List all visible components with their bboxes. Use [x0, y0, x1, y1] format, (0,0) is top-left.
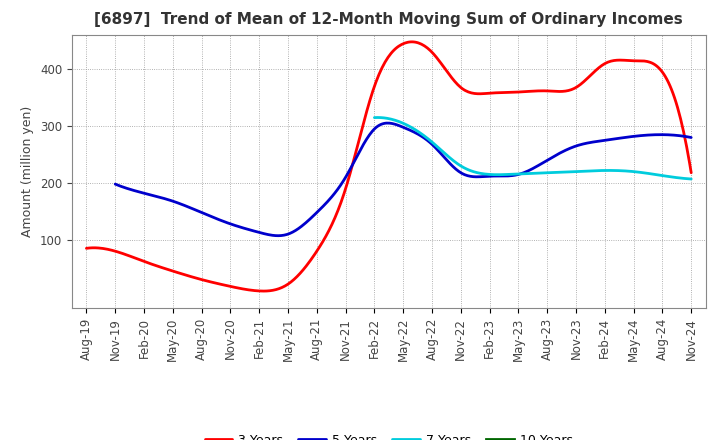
Y-axis label: Amount (million yen): Amount (million yen) — [22, 106, 35, 237]
5 Years — [341, 176, 349, 181]
7 Years — [601, 168, 610, 173]
5 Years — [111, 181, 120, 187]
3 Years — [323, 231, 332, 236]
5 Years — [687, 135, 696, 140]
5 Years — [532, 164, 541, 169]
7 Years — [474, 170, 482, 176]
3 Years — [525, 89, 534, 94]
3 Years — [687, 170, 696, 176]
3 Years — [466, 90, 474, 95]
7 Years — [409, 126, 418, 131]
7 Years — [570, 169, 579, 174]
3 Years — [155, 264, 163, 269]
7 Years — [373, 115, 382, 120]
7 Years — [687, 176, 696, 182]
3 Years — [522, 89, 531, 94]
7 Years — [370, 115, 379, 120]
Line: 3 Years: 3 Years — [86, 42, 691, 291]
Line: 7 Years: 7 Years — [374, 117, 691, 179]
3 Years — [259, 289, 268, 294]
5 Years — [529, 165, 538, 171]
3 Years — [82, 246, 91, 251]
7 Years — [496, 172, 505, 177]
5 Years — [180, 203, 189, 208]
5 Years — [384, 121, 392, 126]
7 Years — [600, 168, 608, 173]
Title: [6897]  Trend of Mean of 12-Month Moving Sum of Ordinary Incomes: [6897] Trend of Mean of 12-Month Moving … — [94, 12, 683, 27]
3 Years — [281, 283, 289, 289]
5 Years — [300, 221, 309, 227]
5 Years — [274, 233, 283, 238]
Legend: 3 Years, 5 Years, 7 Years, 10 Years: 3 Years, 5 Years, 7 Years, 10 Years — [199, 429, 578, 440]
3 Years — [408, 39, 417, 44]
Line: 5 Years: 5 Years — [115, 123, 691, 236]
5 Years — [476, 174, 485, 180]
